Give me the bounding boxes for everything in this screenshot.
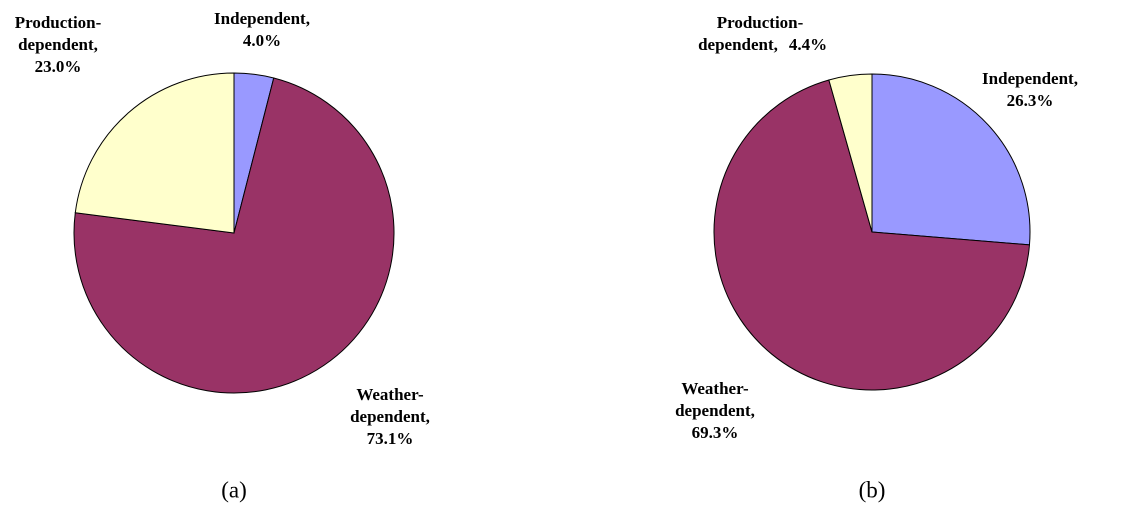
- slice-label: Independent,: [214, 9, 310, 28]
- slice-label: Weather-dependent,: [350, 385, 430, 426]
- value-label: 26.3%: [1007, 91, 1054, 110]
- pie-slice: [871, 73, 1031, 246]
- slice-label: Production-dependent,: [698, 13, 804, 54]
- caption: (a): [221, 477, 247, 502]
- value-label: 4.4%: [789, 35, 827, 54]
- value-label: 69.3%: [692, 423, 739, 442]
- value-label: 23.0%: [35, 57, 82, 76]
- slice-label: Independent,: [982, 69, 1078, 88]
- slice-label: Weather-dependent,: [675, 379, 755, 420]
- value-label: 4.0%: [243, 31, 281, 50]
- slice-label: Production-dependent,: [15, 13, 102, 54]
- caption: (b): [859, 477, 886, 502]
- value-label: 73.1%: [367, 429, 414, 448]
- pie-slice: [74, 72, 235, 234]
- pie-slice: [73, 77, 395, 394]
- pie-slice: [828, 73, 873, 233]
- pie-slice: [713, 79, 1031, 391]
